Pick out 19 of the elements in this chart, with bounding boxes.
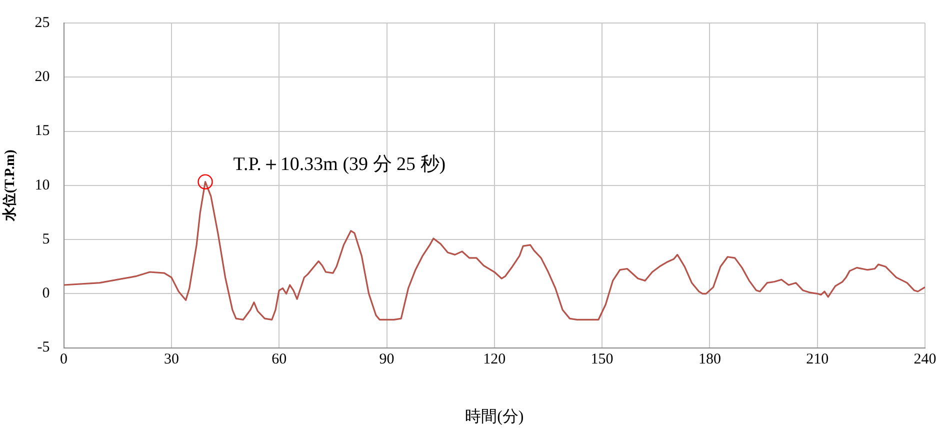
y-tick-label: -5: [37, 340, 50, 356]
x-tick-label: 240: [914, 352, 936, 368]
annotation: T.P.＋10.33m (39 分 25 秒): [233, 154, 446, 175]
x-tick-label: 150: [590, 352, 614, 368]
y-axis-title: 水位(T.P.m): [2, 149, 18, 222]
x-tick-label: 90: [379, 352, 394, 368]
y-tick-label: 0: [42, 286, 50, 302]
x-tick-label: 0: [60, 352, 68, 368]
x-tick-label: 30: [164, 352, 179, 368]
y-tick-label: 15: [34, 123, 50, 140]
x-tick-label: 120: [483, 352, 506, 368]
y-tick-label: 20: [34, 69, 50, 86]
x-tick-label: 210: [806, 352, 829, 368]
y-tick-label: 10: [34, 177, 50, 194]
x-tick-label: 180: [698, 352, 721, 368]
x-axis-title: 時間(分): [465, 408, 524, 426]
x-tick-label: 60: [272, 352, 287, 368]
y-tick-label: 25: [34, 14, 50, 31]
y-tick-label: 5: [42, 231, 50, 248]
